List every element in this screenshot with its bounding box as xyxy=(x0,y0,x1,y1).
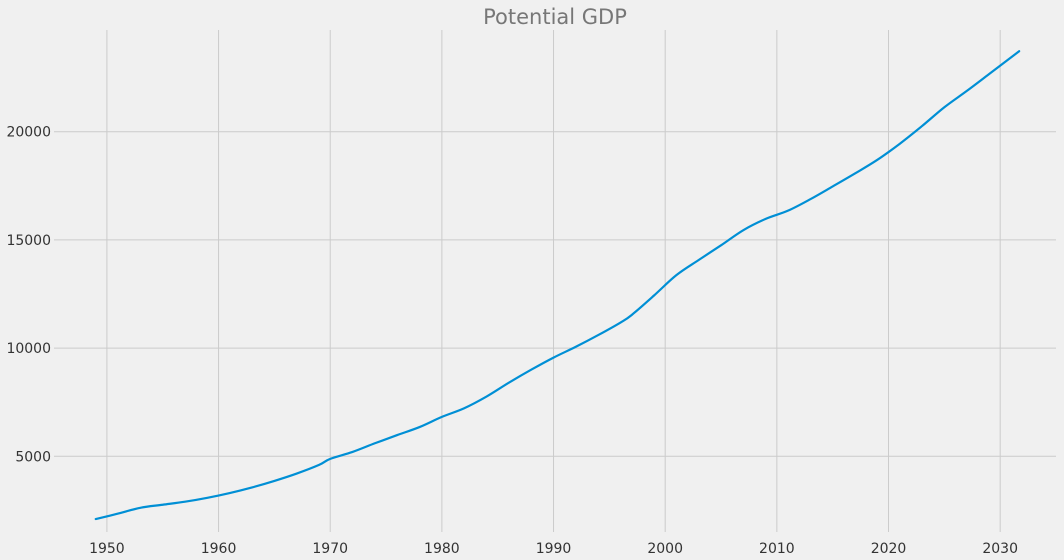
series-line-0 xyxy=(94,50,1021,521)
grid-layer xyxy=(54,30,1056,532)
x-axis-ticks: 1950 1960 1970 1980 1990 2000 2010 2020 2030 xyxy=(89,541,1018,557)
y-tick-label-5000: 5000 xyxy=(15,449,51,465)
y-axis-ticks: 5000 10000 15000 20000 xyxy=(6,125,51,466)
x-tick-label-1960: 1960 xyxy=(201,541,237,557)
x-tick-label-1950: 1950 xyxy=(89,541,125,557)
y-tick-label-10000: 10000 xyxy=(6,341,51,357)
chart-title: Potential GDP xyxy=(483,5,627,29)
series-layer xyxy=(94,50,1021,521)
x-tick-label-2030: 2030 xyxy=(982,541,1018,557)
x-tick-label-2010: 2010 xyxy=(759,541,795,557)
y-tick-label-20000: 20000 xyxy=(6,125,51,141)
x-tick-label-2000: 2000 xyxy=(647,541,683,557)
y-tick-label-15000: 15000 xyxy=(6,233,51,249)
x-tick-label-1980: 1980 xyxy=(424,541,460,557)
x-tick-label-1990: 1990 xyxy=(536,541,572,557)
x-tick-label-2020: 2020 xyxy=(871,541,907,557)
x-tick-label-1970: 1970 xyxy=(312,541,348,557)
